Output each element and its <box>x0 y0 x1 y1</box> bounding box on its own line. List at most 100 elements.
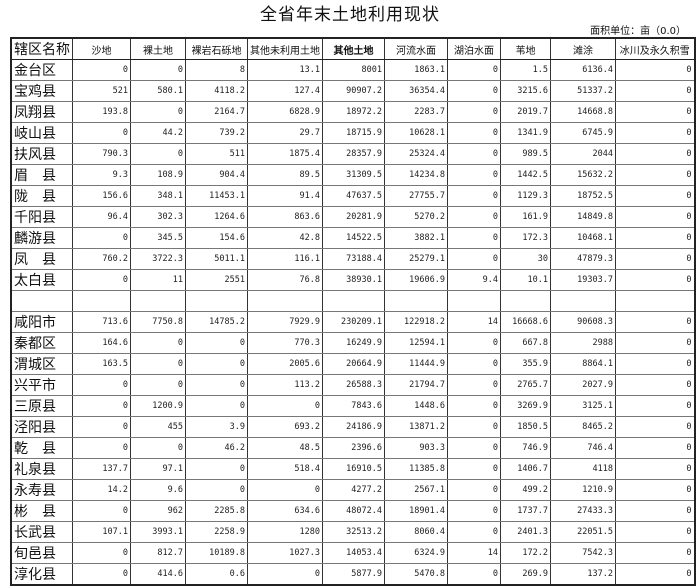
table-row: 三原县 0 1200.9 0 0 7843.6 1448.6 0 3269.9 3125.1 0 <box>10 395 695 417</box>
table-cell <box>384 290 448 312</box>
table-cell: 11444.9 <box>384 353 448 375</box>
table-row: 永寿县 14.2 9.6 0 0 4277.2 2567.1 0 499.2 1210.9 0 <box>10 479 695 501</box>
table-cell: 25279.1 <box>384 248 448 270</box>
table-cell: 9.4 <box>447 269 501 291</box>
column-header: 裸岩石砾地 <box>185 37 248 60</box>
unit-label: 面积单位：亩（0.0） <box>590 26 686 37</box>
table-cell: 10468.1 <box>550 227 616 249</box>
table-cell: 2401.3 <box>500 521 551 543</box>
table-cell: 0 <box>72 437 131 459</box>
table-cell: 122918.2 <box>384 311 448 333</box>
table-cell: 739.2 <box>185 122 248 144</box>
table-row: 乾 县 0 0 46.2 48.5 2396.6 903.3 0 746.9 746.4 0 <box>10 437 695 459</box>
table-cell: 345.5 <box>130 227 186 249</box>
table-cell: 0 <box>615 311 695 333</box>
table-cell: 667.8 <box>500 332 551 354</box>
table-cell: 8 <box>185 59 248 81</box>
table-cell: 14522.5 <box>322 227 385 249</box>
column-header: 其他土地 <box>322 37 385 60</box>
table-row: 眉 县 9.3 108.9 904.4 89.5 31309.5 14234.8 0 1442.… <box>10 164 695 186</box>
table-cell: 14053.4 <box>322 542 385 564</box>
table-row: 太白县 0 11 2551 76.8 38930.1 19606.9 9.4 10.1 19303… <box>10 269 695 291</box>
table-cell: 0 <box>615 542 695 564</box>
district-name: 眉 县 <box>10 164 73 186</box>
table-cell: 0 <box>72 122 131 144</box>
table-row: 宝鸡县 521 580.1 4118.2 127.4 90907.2 36354.4 0 321… <box>10 80 695 102</box>
table-cell: 0 <box>447 164 501 186</box>
table-cell: 0 <box>615 80 695 102</box>
table-cell: 903.3 <box>384 437 448 459</box>
table-cell: 97.1 <box>130 458 186 480</box>
table-cell: 137.2 <box>550 563 616 586</box>
column-header: 沙地 <box>72 37 131 60</box>
table-cell: 0 <box>447 353 501 375</box>
table-cell: 0 <box>447 437 501 459</box>
table-cell: 0 <box>615 437 695 459</box>
table-cell: 518.4 <box>247 458 323 480</box>
table-cell: 4277.2 <box>322 479 385 501</box>
table-cell: 7843.6 <box>322 395 385 417</box>
table-cell: 0 <box>615 227 695 249</box>
table-cell: 0 <box>615 269 695 291</box>
table-cell: 0 <box>130 437 186 459</box>
table-cell: 0 <box>130 353 186 375</box>
table-cell: 0 <box>615 185 695 207</box>
table-cell: 172.3 <box>500 227 551 249</box>
table-cell: 90907.2 <box>322 80 385 102</box>
table-cell: 2285.8 <box>185 500 248 522</box>
table-cell: 127.4 <box>247 80 323 102</box>
table-cell: 28357.9 <box>322 143 385 165</box>
table-cell: 10189.8 <box>185 542 248 564</box>
table-cell: 414.6 <box>130 563 186 586</box>
page-title: 全省年末土地利用现状 <box>260 5 440 25</box>
table-cell: 0 <box>72 542 131 564</box>
table-cell: 2027.9 <box>550 374 616 396</box>
table-cell: 0 <box>72 269 131 291</box>
table-cell: 2283.7 <box>384 101 448 123</box>
table-cell: 2988 <box>550 332 616 354</box>
table-cell <box>500 290 551 312</box>
table-cell: 0 <box>185 353 248 375</box>
table-cell: 6745.9 <box>550 122 616 144</box>
blank-row <box>10 290 695 312</box>
table-cell: 16910.5 <box>322 458 385 480</box>
table-cell: 14668.8 <box>550 101 616 123</box>
table-cell: 0 <box>615 122 695 144</box>
table-cell: 0 <box>447 101 501 123</box>
table-cell: 0 <box>247 395 323 417</box>
district-name: 咸阳市 <box>10 311 73 333</box>
table-cell: 18901.4 <box>384 500 448 522</box>
table-cell: 29.7 <box>247 122 323 144</box>
table-cell: 161.9 <box>500 206 551 228</box>
table-cell: 137.7 <box>72 458 131 480</box>
table-row: 礼泉县 137.7 97.1 0 518.4 16910.5 11385.8 0 1406.7 4… <box>10 458 695 480</box>
table-cell: 27433.3 <box>550 500 616 522</box>
table-cell: 32513.2 <box>322 521 385 543</box>
table-cell: 3722.3 <box>130 248 186 270</box>
table-cell: 14785.2 <box>185 311 248 333</box>
table-cell <box>247 290 323 312</box>
table-cell: 48.5 <box>247 437 323 459</box>
table-cell: 8864.1 <box>550 353 616 375</box>
table-cell: 0 <box>185 458 248 480</box>
table-cell: 580.1 <box>130 80 186 102</box>
table-cell: 14849.8 <box>550 206 616 228</box>
table-cell: 2396.6 <box>322 437 385 459</box>
table-row: 秦都区 164.6 0 0 770.3 16249.9 12594.1 0 667.8 2988 0 <box>10 332 695 354</box>
table-row: 兴平市 0 0 0 113.2 26588.3 21794.7 0 2765.7 2027.9 0 <box>10 374 695 396</box>
table-cell: 11385.8 <box>384 458 448 480</box>
table-cell: 0 <box>615 500 695 522</box>
district-name: 宝鸡县 <box>10 80 73 102</box>
table-cell: 0 <box>447 458 501 480</box>
district-name: 泾阳县 <box>10 416 73 438</box>
table-cell: 0 <box>130 143 186 165</box>
table-cell: 1448.6 <box>384 395 448 417</box>
table-cell: 20664.9 <box>322 353 385 375</box>
table-cell: 9.6 <box>130 479 186 501</box>
district-name: 旬邑县 <box>10 542 73 564</box>
table-cell: 13871.2 <box>384 416 448 438</box>
district-name: 金台区 <box>10 59 73 81</box>
table-cell: 107.1 <box>72 521 131 543</box>
district-name: 乾 县 <box>10 437 73 459</box>
table-cell: 770.3 <box>247 332 323 354</box>
